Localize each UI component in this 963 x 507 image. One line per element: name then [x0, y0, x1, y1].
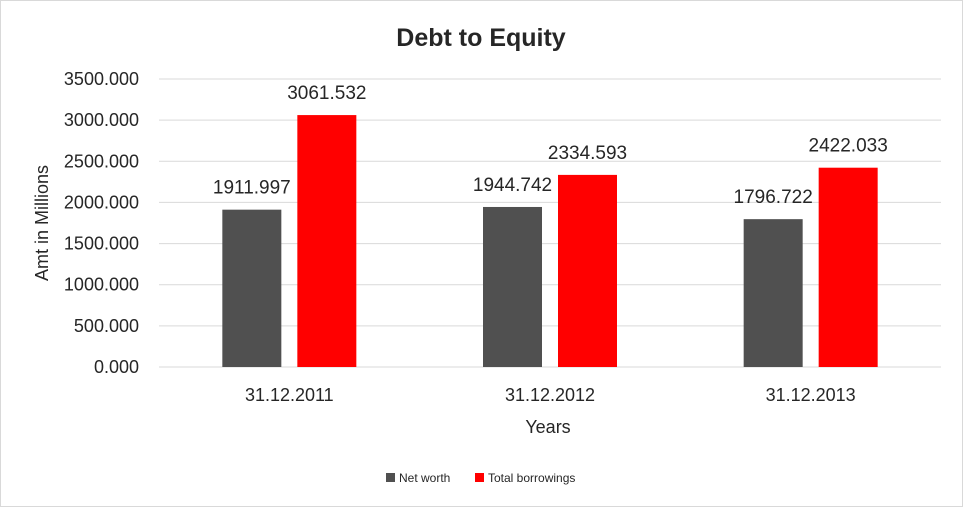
- x-tick-label-0: 31.12.2011: [245, 385, 334, 405]
- bar-total-borrowings-0: [297, 115, 357, 367]
- bar-total-borrowings-1: [558, 174, 617, 367]
- x-tick-label-1: 31.12.2012: [505, 385, 595, 405]
- legend-label-0: Net worth: [399, 471, 450, 485]
- legend: Net worth Total borrowings: [386, 471, 575, 485]
- y-tick-label-7: 3500.000: [64, 69, 139, 89]
- y-axis-ticks: 0.000 500.000 1000.000 1500.000 2000.000 2500…: [64, 69, 139, 377]
- gridlines: [159, 78, 941, 368]
- legend-swatch-1: [475, 473, 484, 482]
- y-tick-label-0: 0.000: [94, 357, 139, 377]
- chart-title: Debt to Equity: [396, 24, 566, 52]
- data-label-1-0: 3061.532: [287, 83, 366, 104]
- y-tick-label-3: 1500.000: [64, 234, 139, 254]
- y-axis-title: Amt in Millions: [32, 165, 52, 281]
- bar-net-worth-1: [483, 206, 542, 367]
- y-tick-label-6: 3000.000: [64, 110, 139, 130]
- data-label-0-0: 1911.997: [213, 178, 291, 199]
- legend-swatch-0: [386, 473, 395, 482]
- y-tick-label-4: 2000.000: [64, 192, 139, 212]
- x-tick-label-2: 31.12.2013: [766, 385, 856, 405]
- data-label-1-2: 2422.033: [809, 136, 888, 157]
- data-label-1-1: 2334.593: [548, 143, 627, 164]
- legend-label-1: Total borrowings: [488, 471, 575, 485]
- y-tick-label-5: 2500.000: [64, 151, 139, 171]
- bar-net-worth-2: [743, 219, 803, 367]
- bars: [222, 115, 878, 367]
- data-label-0-1: 1944.742: [473, 175, 552, 196]
- x-axis-ticks: 31.12.2011 31.12.2012 31.12.2013: [245, 385, 856, 405]
- y-tick-label-2: 1000.000: [64, 275, 139, 295]
- bar-total-borrowings-2: [818, 167, 878, 367]
- bar-net-worth-0: [222, 209, 282, 367]
- y-tick-label-1: 500.000: [74, 316, 139, 336]
- x-axis-title: Years: [525, 417, 570, 437]
- data-label-0-2: 1796.722: [734, 187, 813, 208]
- data-labels: 1911.997 3061.532 1944.742 2334.593 1796.722…: [213, 83, 888, 208]
